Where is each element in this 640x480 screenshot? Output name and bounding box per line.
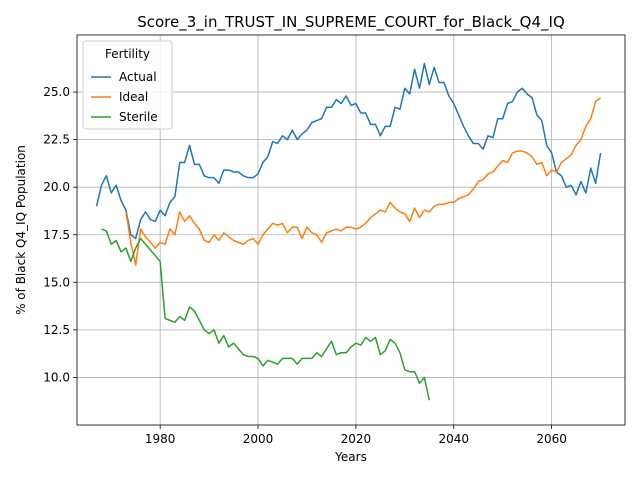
x-tick-label: 1980 [145,432,176,446]
y-tick-label: 10.0 [43,370,70,384]
y-tick-label: 22.5 [43,133,70,147]
y-tick-label: 25.0 [43,85,70,99]
legend: Fertility Actual Ideal Sterile [82,40,173,130]
series-line-ideal [125,97,602,266]
y-tick-label: 20.0 [43,180,70,194]
series-lines [95,62,602,401]
y-tick-label: 12.5 [43,323,70,337]
x-tick-label: 2000 [243,432,274,446]
legend-box [82,40,173,130]
legend-title: Fertility [105,47,150,61]
x-tick-label: 2020 [341,432,372,446]
legend-entry-ideal: Ideal [119,90,148,104]
y-tick-label: 17.5 [43,228,70,242]
y-axis-label: % of Black Q4_IQ Population [14,145,28,315]
axis-ticks: 1980 2000 2020 2040 2060 10.0 12.5 15.0 17.5 20.0… [43,85,567,446]
y-tick-label: 15.0 [43,275,70,289]
legend-entry-sterile: Sterile [119,110,158,124]
legend-entry-actual: Actual [119,70,157,84]
x-tick-label: 2060 [536,432,567,446]
plot-frame [76,34,626,426]
series-line-actual [95,62,602,240]
x-axis-label: Years [334,450,367,464]
x-tick-label: 2040 [438,432,469,446]
series-line-sterile [101,228,431,401]
chart-title: Score_3_in_TRUST_IN_SUPREME_COURT_for_Bl… [137,13,565,32]
